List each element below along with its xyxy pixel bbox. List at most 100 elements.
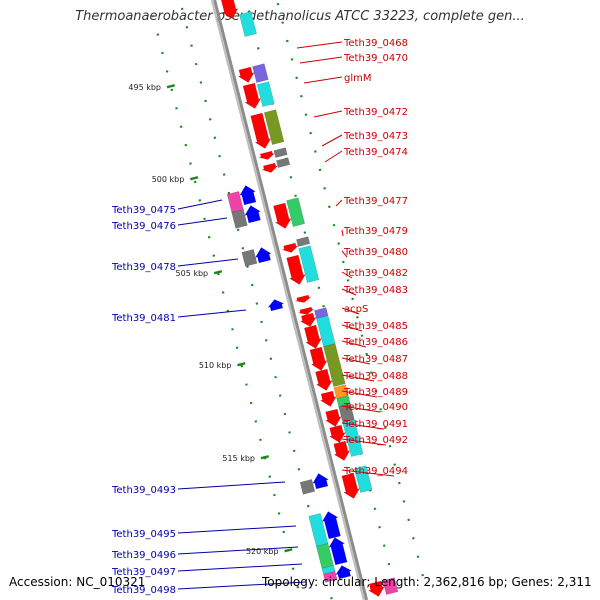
forward-gene-arrow-8[interactable] <box>281 242 299 253</box>
forward-leader-2 <box>299 56 343 64</box>
reverse-gene-arrow-2[interactable] <box>244 205 262 224</box>
forward-leader-7 <box>335 199 343 207</box>
forward-gene-label-9[interactable]: Teth39_0480 <box>343 247 408 258</box>
reverse-gene-label-4[interactable]: Teth39_0481 <box>111 313 176 324</box>
forward-gene-label-11[interactable]: Teth39_0483 <box>343 285 408 296</box>
ruler-tick-label-5: 515 kbp <box>222 454 255 463</box>
forward-gene-label-20[interactable]: Teth39_0492 <box>343 435 408 446</box>
forward-gene-arrow-6[interactable] <box>261 162 279 173</box>
reverse-gene-arrow-8[interactable] <box>335 565 353 580</box>
forward-gene-label-15[interactable]: Teth39_0487 <box>343 354 408 365</box>
cog-box-forward-7[interactable] <box>286 197 306 227</box>
forward-gene-label-4[interactable]: Teth39_0472 <box>343 107 408 118</box>
forward-gene-label-8[interactable]: Teth39_0479 <box>343 226 408 237</box>
backbone-line <box>213 0 369 600</box>
reverse-leader-7 <box>177 546 299 555</box>
cog-box-forward-8[interactable] <box>296 236 311 247</box>
forward-leader-9 <box>341 250 348 258</box>
cog-box-forward-2[interactable] <box>252 63 269 83</box>
forward-gene-arrow-19[interactable] <box>333 440 351 461</box>
forward-gene-label-16[interactable]: Teth39_0488 <box>343 371 408 382</box>
forward-gene-label-19[interactable]: Teth39_0491 <box>343 419 408 430</box>
forward-gene-arrow-12[interactable] <box>299 312 317 327</box>
reverse-gene-arrow-1[interactable] <box>239 185 257 206</box>
reverse-leader-3 <box>177 258 239 267</box>
forward-gene-arrow-20[interactable] <box>341 472 360 499</box>
cog-box-reverse-4[interactable] <box>299 479 316 495</box>
forward-leader-12 <box>341 307 360 315</box>
reverse-gene-label-1[interactable]: Teth39_0475 <box>111 205 176 216</box>
forward-gene-label-7[interactable]: Teth39_0477 <box>343 196 408 207</box>
forward-gene-label-21[interactable]: Teth39_0494 <box>343 466 408 477</box>
reverse-gene-label-6[interactable]: Teth39_0495 <box>111 529 176 540</box>
forward-leader-18 <box>341 405 381 413</box>
forward-gene-arrow-11[interactable] <box>298 306 315 315</box>
cog-box-forward-16[interactable] <box>342 419 364 457</box>
forward-gene-label-5[interactable]: Teth39_0473 <box>343 131 408 142</box>
forward-gene-label-13[interactable]: Teth39_0485 <box>343 321 408 332</box>
forward-leader-19 <box>341 422 385 430</box>
reverse-gene-arrow-3[interactable] <box>255 247 272 264</box>
reverse-gene-label-7[interactable]: Teth39_0496 <box>111 550 176 561</box>
forward-gene-arrow-3[interactable] <box>242 82 262 109</box>
forward-gene-label-2[interactable]: Teth39_0470 <box>343 53 408 64</box>
forward-gene-label-14[interactable]: Teth39_0486 <box>343 337 408 348</box>
forward-gene-label-12[interactable]: acpS <box>344 304 368 315</box>
cog-box-forward-18[interactable] <box>382 577 399 595</box>
ruler-tick-1 <box>166 84 176 89</box>
forward-gene-arrow-16[interactable] <box>320 390 337 407</box>
reverse-gene-label-9[interactable]: Teth39_0498 <box>111 585 176 596</box>
reverse-gene-label-8[interactable]: Teth39_0497 <box>111 567 176 578</box>
cog-box-forward-5[interactable] <box>273 147 288 158</box>
forward-leader-3 <box>303 76 343 84</box>
forward-gene-label-10[interactable]: Teth39_0482 <box>343 268 408 279</box>
forward-gene-arrow-5[interactable] <box>258 150 275 160</box>
forward-gene-arrow-7[interactable] <box>273 202 292 229</box>
reverse-gene-label-5[interactable]: Teth39_0493 <box>111 485 176 496</box>
reverse-gene-label-3[interactable]: Teth39_0478 <box>111 262 176 273</box>
forward-leader-4 <box>313 110 343 118</box>
forward-gene-label-17[interactable]: Teth39_0489 <box>343 387 408 398</box>
forward-leader-8 <box>341 229 344 237</box>
forward-gene-label-1[interactable]: Teth39_0468 <box>343 38 408 49</box>
forward-leader-21 <box>341 469 395 477</box>
cog-box-forward-12[interactable] <box>323 343 346 387</box>
reverse-gene-arrow-4[interactable] <box>267 299 285 312</box>
forward-gene-arrow-18[interactable] <box>329 424 346 443</box>
forward-gene-arrow-9[interactable] <box>286 254 306 285</box>
cog-box-forward-3[interactable] <box>256 81 275 107</box>
ruler-tick-4 <box>237 362 246 367</box>
ruler-tick-label-4: 510 kbp <box>199 361 232 370</box>
cog-box-reverse-3[interactable] <box>241 249 258 267</box>
forward-gene-arrow-10[interactable] <box>295 294 312 303</box>
forward-gene-arrow-14[interactable] <box>309 346 328 371</box>
forward-gene-arrow-2[interactable] <box>237 66 255 83</box>
backbone-highlight <box>210 0 365 600</box>
reverse-gene-arrow-5[interactable] <box>312 473 329 490</box>
forward-gene-arrow-13[interactable] <box>304 324 322 349</box>
forward-gene-arrow-1[interactable] <box>220 0 239 19</box>
forward-leader-6 <box>324 150 343 163</box>
forward-gene-label-3[interactable]: glmM <box>344 73 372 84</box>
forward-gene-arrow-17[interactable] <box>325 408 342 427</box>
cog-box-forward-4[interactable] <box>263 109 285 145</box>
cog-box-forward-6[interactable] <box>276 157 291 168</box>
forward-leader-17 <box>341 390 378 398</box>
reverse-gene-label-2[interactable]: Teth39_0476 <box>111 221 176 232</box>
forward-gene-label-18[interactable]: Teth39_0490 <box>343 402 408 413</box>
forward-gene-arrow-21[interactable] <box>368 580 385 597</box>
forward-gene-arrow-15[interactable] <box>315 368 333 391</box>
genome-summary-text: Topology: circular; Length: 2,362,816 bp… <box>262 575 592 589</box>
reverse-gene-arrow-7[interactable] <box>328 537 348 566</box>
forward-gene-arrow-4[interactable] <box>250 112 272 149</box>
forward-gene-label-6[interactable]: Teth39_0474 <box>343 147 408 158</box>
reverse-gene-arrow-6[interactable] <box>321 511 341 540</box>
reverse-leader-8 <box>177 563 303 572</box>
cog-box-forward-9[interactable] <box>298 245 320 283</box>
cog-box-forward-1[interactable] <box>239 11 257 37</box>
cog-box-reverse-8[interactable] <box>323 571 338 583</box>
forward-leader-1 <box>296 41 343 49</box>
cog-box-reverse-2[interactable] <box>231 209 248 229</box>
